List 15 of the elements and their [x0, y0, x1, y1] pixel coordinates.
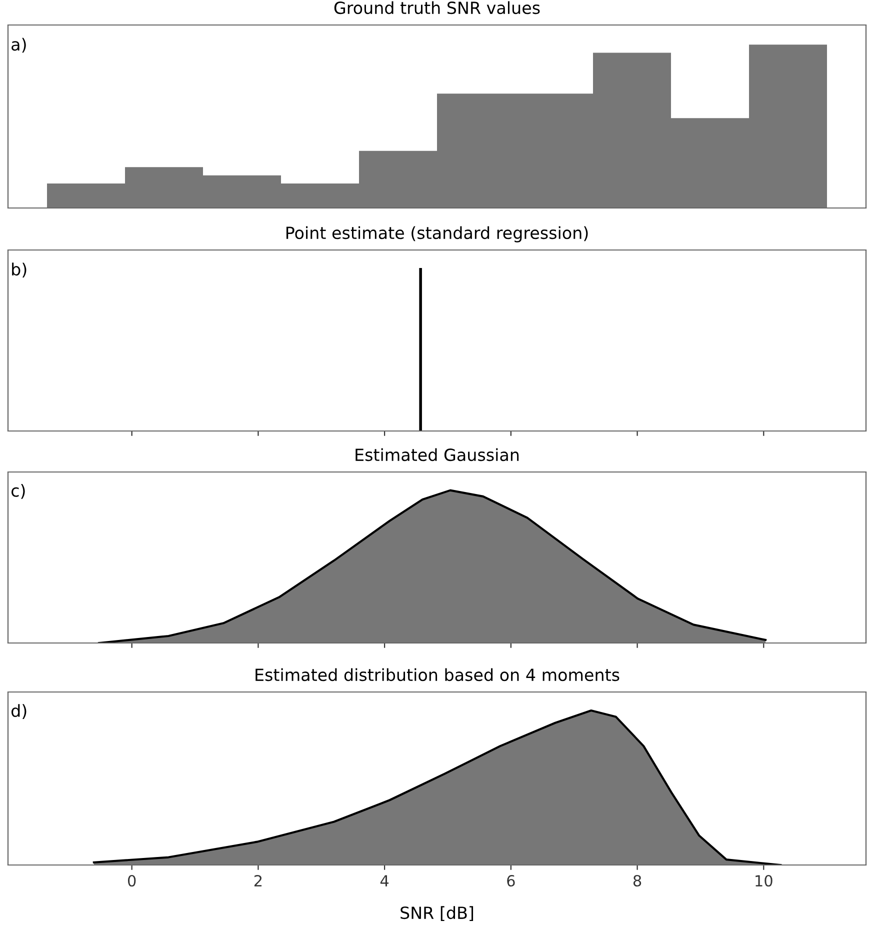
chart-title: Estimated distribution based on 4 moments [256, 668, 620, 682]
x-tick-label: 10 [756, 874, 772, 887]
annotation: b) [12, 262, 26, 278]
chart-title: Point estimate (standard regression) [286, 226, 588, 242]
x-tick-label: 4 [380, 875, 389, 886]
chart-title: Estimated Gaussian [356, 448, 519, 462]
annotation: a) [12, 38, 26, 53]
x-tick-label: 0 [128, 874, 136, 887]
annotation: d) [11, 704, 26, 719]
x-tick-label: 6 [507, 874, 515, 887]
x-tick-label: 2 [254, 874, 262, 886]
annotation: c) [11, 484, 25, 499]
x-tick-label: 8 [633, 874, 642, 887]
chart-title: Ground truth SNR values [334, 1, 540, 14]
x-axis-title: SNR [dB] [400, 906, 474, 922]
